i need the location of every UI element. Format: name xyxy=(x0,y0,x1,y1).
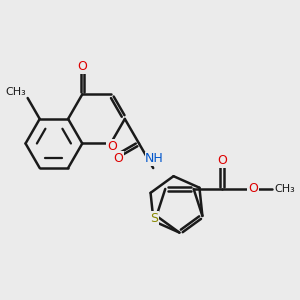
Text: NH: NH xyxy=(145,152,164,165)
Text: O: O xyxy=(217,154,227,167)
Text: O: O xyxy=(248,182,258,195)
Text: O: O xyxy=(107,140,117,153)
Text: O: O xyxy=(113,152,123,166)
Text: CH₃: CH₃ xyxy=(274,184,295,194)
Text: CH₃: CH₃ xyxy=(5,87,26,97)
Text: O: O xyxy=(77,60,87,73)
Text: S: S xyxy=(150,212,158,225)
